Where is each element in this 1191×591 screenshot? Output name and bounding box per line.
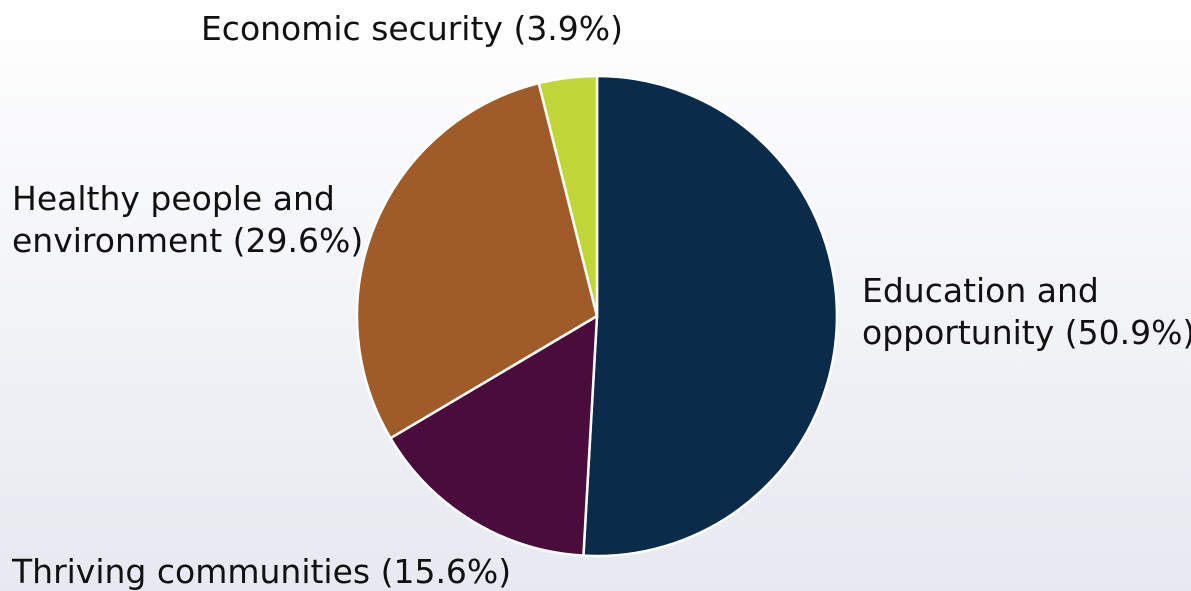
slice-label-line: opportunity (50.9%) — [862, 313, 1191, 352]
pie-slice-education-and-opportunity — [582, 74, 839, 558]
slice-label-economic-security: Economic security (3.9%) — [201, 9, 623, 48]
pie-slice-thriving-communities — [389, 314, 599, 557]
pie-slice-economic-security — [537, 74, 599, 318]
slice-label-education-and-opportunity: Education and opportunity (50.9%) — [862, 271, 1191, 352]
pie-slice-healthy-people-and-environment — [355, 81, 599, 440]
pie-slices — [355, 74, 839, 558]
slice-label-thriving-communities: Thriving communities (15.6%) — [11, 552, 511, 591]
slice-label-line: environment (29.6%) — [12, 221, 363, 260]
slice-label-line: Healthy people and — [12, 179, 335, 218]
slice-label-line: Education and — [862, 271, 1099, 310]
slice-label-healthy-people-and-environment: Healthy people and environment (29.6%) — [12, 179, 363, 260]
pie-labels: Education and opportunity (50.9%) Thriving… — [11, 9, 1191, 591]
slice-label-line: Thriving communities (15.6%) — [11, 552, 511, 591]
slice-label-line: Economic security (3.9%) — [201, 9, 623, 48]
